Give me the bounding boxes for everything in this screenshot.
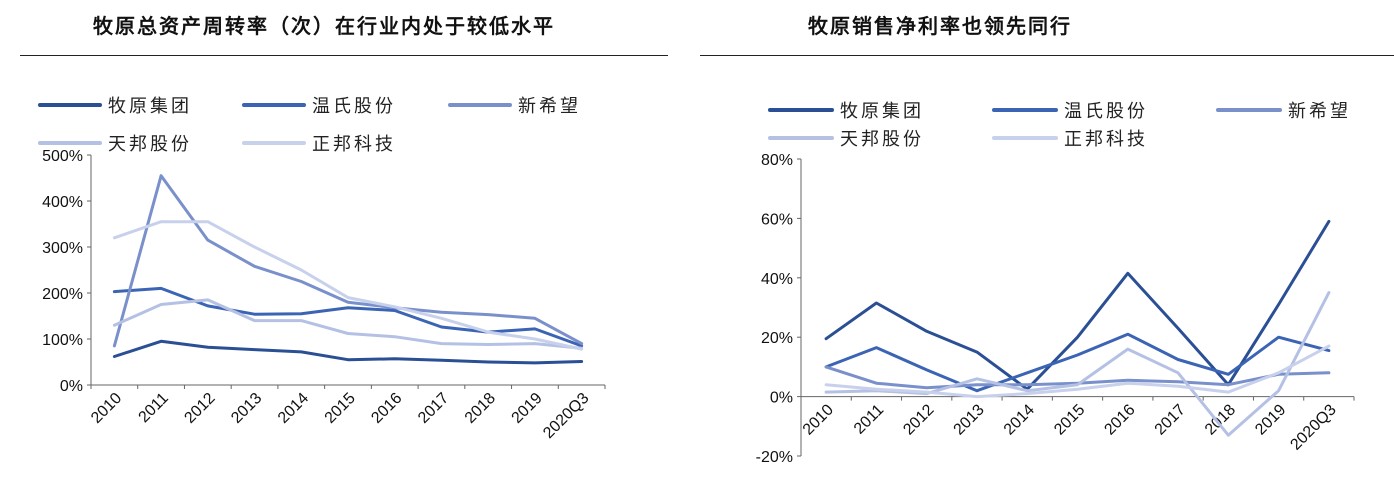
chart-1-title-rule <box>20 55 668 56</box>
x-tick-label: 2015 <box>322 390 359 427</box>
x-tick-label: 2014 <box>1001 401 1038 438</box>
x-tick-label: 2016 <box>368 390 405 427</box>
y-tick-label: 300% <box>42 240 83 257</box>
x-tick-label: 2011 <box>136 390 172 426</box>
y-tick-label: 20% <box>761 330 793 347</box>
x-tick-label: 2015 <box>1051 401 1088 438</box>
chart-2: -20% 0% 20% 40% 60% 80% 2010 2011 2012 2013 2014 20… <box>756 101 1355 466</box>
series-line-5 <box>112 220 584 351</box>
x-tick-label: 2016 <box>1101 401 1138 438</box>
series-line-5 <box>824 344 1331 399</box>
x-tick-label: 2014 <box>275 390 312 427</box>
x-tick-label: 2020Q3 <box>540 390 592 442</box>
legend-label-1: 牧原集团 <box>840 101 924 122</box>
y-tick-label: 0% <box>60 378 83 395</box>
x-tick-label: 2013 <box>951 401 988 438</box>
x-tick-label: 2012 <box>181 390 218 427</box>
y-tick-label: 500% <box>42 148 83 165</box>
series-line-2 <box>824 332 1331 393</box>
x-tick-label: 2011 <box>851 401 887 437</box>
x-tick-label: 2019 <box>509 390 546 427</box>
legend-label-5: 正邦科技 <box>1064 129 1148 150</box>
series-line-1 <box>824 219 1331 391</box>
x-tick-label: 2010 <box>88 390 125 427</box>
legend-label-2: 温氏股份 <box>312 96 396 117</box>
x-tick-label: 2010 <box>800 401 837 438</box>
x-tick-label: 2020Q3 <box>1287 401 1339 453</box>
y-tick-label: 100% <box>42 332 83 349</box>
y-tick-label: 400% <box>42 194 83 211</box>
legend-label-4: 天邦股份 <box>108 134 192 155</box>
series-line-3 <box>112 174 584 348</box>
y-tick-label: 40% <box>761 271 793 288</box>
legend-label-3: 新希望 <box>518 96 581 117</box>
x-tick-label: 2013 <box>228 390 265 427</box>
legend-label-1: 牧原集团 <box>108 96 192 117</box>
legend-label-4: 天邦股份 <box>840 129 924 150</box>
legend-label-5: 正邦科技 <box>312 134 396 155</box>
legend-label-2: 温氏股份 <box>1064 101 1148 122</box>
y-tick-label: -20% <box>756 449 793 466</box>
x-tick-label: 2012 <box>900 401 937 438</box>
legend-label-3: 新希望 <box>1288 101 1351 122</box>
series-line-4 <box>112 298 584 350</box>
chart-2-title-rule <box>700 55 1394 56</box>
x-tick-label: 2017 <box>1152 401 1189 438</box>
chart-1-title: 牧原总资产周转率（次）在行业内处于较低水平 <box>93 14 555 38</box>
y-tick-label: 60% <box>761 211 793 228</box>
x-tick-label: 2017 <box>415 390 452 427</box>
y-tick-label: 200% <box>42 286 83 303</box>
chart-2-title: 牧原销售净利率也领先同行 <box>808 14 1072 38</box>
y-tick-label: 0% <box>770 390 793 407</box>
x-tick-label: 2018 <box>1202 401 1239 438</box>
y-tick-label: 80% <box>761 152 793 169</box>
series-line-1 <box>112 339 584 365</box>
chart-1: 0% 100% 200% 300% 400% 500% 2010 2011 2012 2013 20… <box>38 96 606 442</box>
x-tick-label: 2019 <box>1252 401 1289 438</box>
x-tick-label: 2018 <box>462 390 499 427</box>
